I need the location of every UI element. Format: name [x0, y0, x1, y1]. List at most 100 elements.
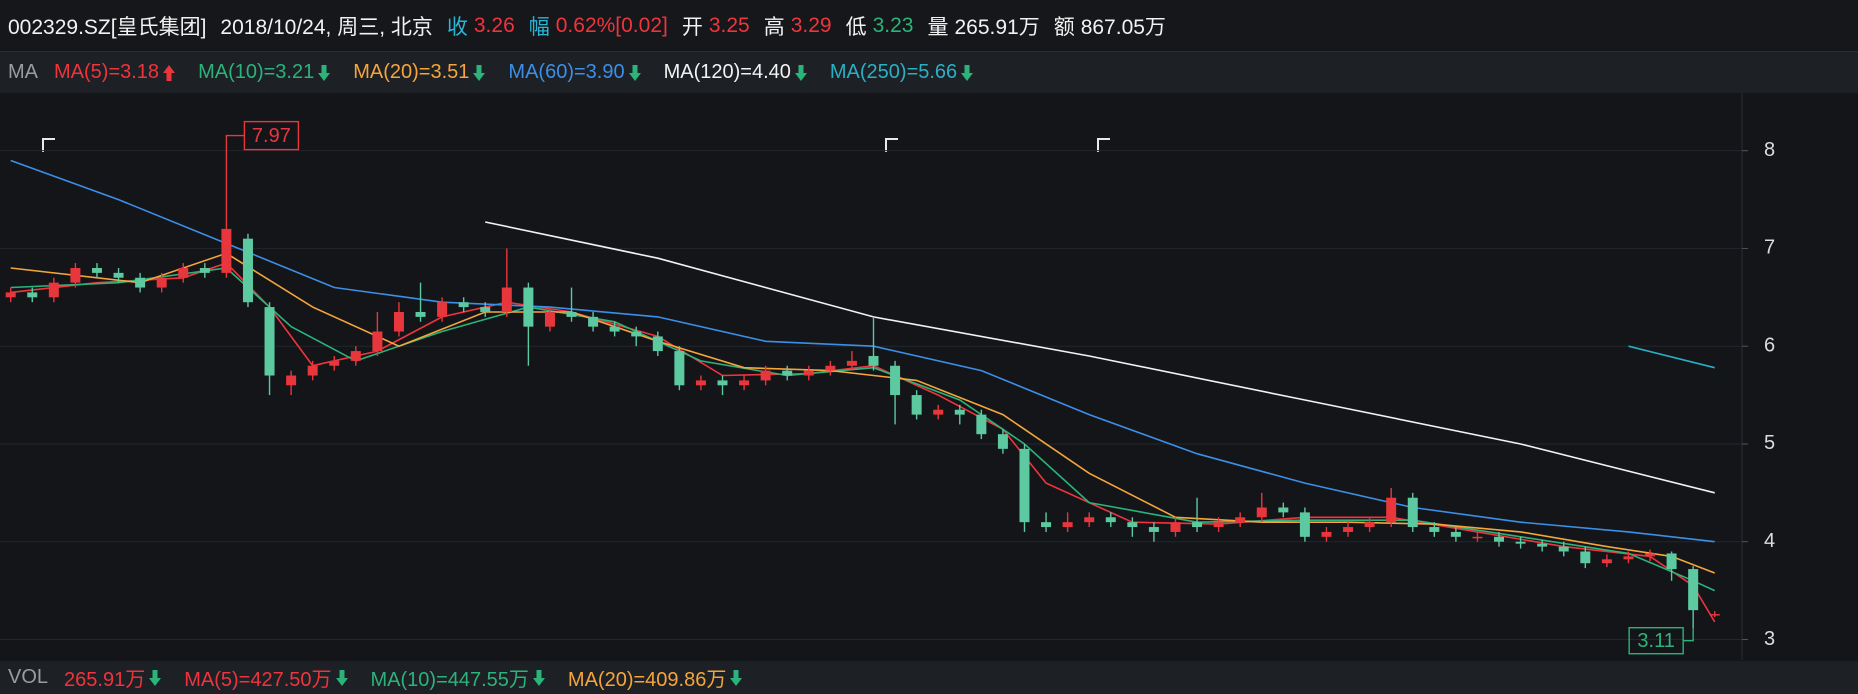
- candle-body: [1494, 536, 1505, 542]
- legend-text: MA(5)=427.50万: [184, 669, 332, 691]
- min-pointer: [1683, 628, 1694, 642]
- legend-item: MA(120)=4.40: [664, 61, 808, 84]
- legend-item: MA(10)=447.55万: [371, 663, 546, 692]
- trend-arrow: [163, 64, 176, 81]
- candle-body: [782, 370, 793, 376]
- candle-body: [933, 409, 944, 415]
- candle-body: [1278, 507, 1289, 513]
- candle-body: [760, 370, 771, 381]
- candle-body: [1127, 522, 1138, 528]
- legend-item: MA(10)=3.21: [198, 61, 331, 84]
- arrow-shape: [628, 64, 641, 81]
- ma-line: [10, 262, 1716, 623]
- arrow-shape: [149, 669, 162, 686]
- candle-body: [803, 370, 814, 376]
- quote-label: 额: [1053, 15, 1075, 39]
- candle-body: [1299, 512, 1310, 537]
- max-label: 7.97: [252, 125, 291, 147]
- arrow-shape: [163, 64, 176, 81]
- legend-lead: VOL: [8, 666, 49, 688]
- candle-body: [976, 414, 987, 435]
- legend-item: MA(5)=3.18: [54, 61, 176, 84]
- candle-body: [1062, 522, 1073, 528]
- y-tick-label: 4: [1764, 530, 1775, 552]
- legend-text: MA(10)=447.55万: [370, 669, 529, 691]
- quote-value: 265.91万: [954, 15, 1040, 39]
- plot-background: [0, 93, 1858, 660]
- arrow-shape: [473, 64, 486, 81]
- trend-arrow: [149, 669, 162, 686]
- quote-label: 低: [845, 15, 867, 39]
- candle-body: [221, 228, 232, 273]
- candle-body: [954, 409, 965, 415]
- legend-item: MA(20)=409.86万: [568, 663, 743, 692]
- candle-body: [846, 360, 857, 366]
- candle-body: [415, 311, 426, 317]
- min-label: 3.11: [1637, 630, 1674, 652]
- legend-item: MA(60)=3.90: [508, 61, 641, 84]
- candle-body: [135, 277, 146, 288]
- candle-body: [717, 380, 728, 386]
- candle-body: [1256, 507, 1267, 518]
- candle-body: [609, 326, 620, 332]
- trend-arrow: [318, 64, 331, 81]
- candle-body: [1688, 569, 1699, 611]
- max-pointer: [225, 134, 245, 154]
- trend-arrow: [473, 64, 486, 81]
- candle-body: [264, 307, 275, 376]
- candle-body: [1343, 527, 1354, 532]
- max-box: [243, 120, 300, 151]
- candle-body: [674, 351, 685, 386]
- candle-body: [1709, 614, 1720, 616]
- corner-marker: [42, 138, 1110, 152]
- candle-body: [825, 365, 836, 371]
- candle-body: [1558, 546, 1569, 552]
- ma-legend: MA MA(5)=3.18 MA(10)=3.21 MA(20)=3.51 MA(60…: [0, 52, 1858, 93]
- arrow-shape: [730, 669, 743, 686]
- quote-header: 002329.SZ[皇氏集团] 2018/10/24, 周三, 北京 收 3.26…: [0, 0, 1858, 52]
- chart: 3 4 5 6 7 8 7.97 3.11: [0, 93, 1858, 660]
- candle-body: [1321, 531, 1332, 537]
- ma-line: [485, 221, 1715, 494]
- candle-body: [1601, 559, 1612, 564]
- candle-body: [1386, 497, 1397, 523]
- candle-body: [1148, 527, 1159, 532]
- y-tick-label: 6: [1764, 334, 1775, 356]
- legend-text: MA(60)=3.90: [508, 61, 625, 83]
- legend-text: MA(20)=3.51: [353, 61, 470, 83]
- candle-body: [48, 282, 59, 298]
- candle-body: [1192, 522, 1203, 528]
- candle-body: [1623, 556, 1634, 560]
- candle-body: [523, 287, 534, 327]
- symbol: 002329.SZ[皇氏集团]: [8, 15, 207, 39]
- candle-body: [329, 360, 340, 366]
- candle-body: [480, 307, 491, 312]
- trend-arrow: [794, 64, 807, 81]
- quote-label: 高: [763, 15, 785, 39]
- candle-body: [156, 277, 167, 288]
- arrow-shape: [961, 64, 974, 81]
- legend-text: 265.91万: [64, 669, 146, 691]
- candle-body: [1105, 517, 1116, 523]
- legend-text: MA(10)=3.21: [198, 61, 315, 83]
- legend-text: MA(20)=409.86万: [567, 669, 727, 691]
- quote-value: 3.23: [872, 13, 914, 37]
- candle-body: [890, 365, 901, 396]
- legend-text: MA(120)=4.40: [663, 61, 791, 83]
- candle-body: [242, 238, 253, 303]
- candle-body: [372, 331, 383, 352]
- legend-item: 265.91万: [64, 663, 162, 692]
- candle-body: [695, 380, 706, 386]
- y-tick-label: 8: [1764, 139, 1775, 161]
- trend-arrow: [628, 64, 641, 81]
- candle-body: [1666, 553, 1677, 570]
- candle-body: [199, 267, 210, 273]
- quote-value: 0.62%[0.02]: [555, 13, 668, 37]
- candle-body: [739, 380, 750, 386]
- min-box: [1628, 627, 1684, 655]
- datetime: 2018/10/24, 周三, 北京: [220, 15, 433, 39]
- y-tick-label: 5: [1764, 432, 1775, 454]
- candle-body: [91, 267, 102, 273]
- arrow-shape: [335, 669, 348, 686]
